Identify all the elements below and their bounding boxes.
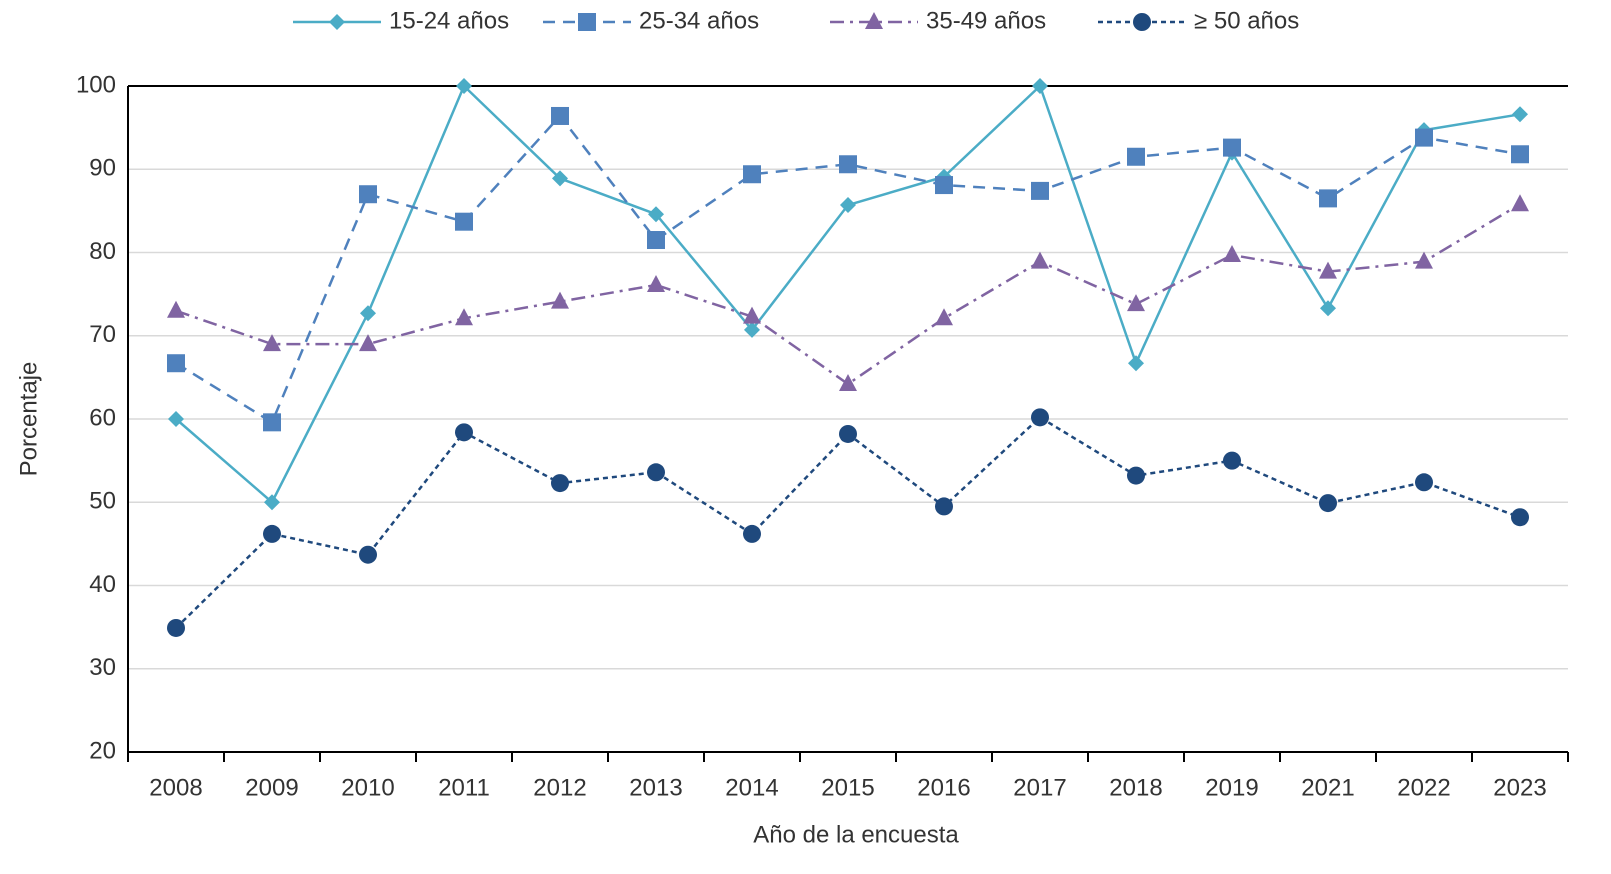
marker	[1415, 473, 1433, 492]
x-tick-label: 2013	[629, 774, 682, 801]
x-tick-label: 2009	[245, 774, 298, 801]
marker	[167, 300, 185, 318]
x-tick-label: 2022	[1397, 774, 1450, 801]
marker	[935, 176, 953, 195]
marker	[167, 354, 185, 373]
marker	[840, 197, 856, 214]
marker	[1320, 300, 1336, 317]
marker	[743, 165, 761, 184]
marker	[1031, 251, 1049, 269]
marker	[743, 306, 761, 324]
marker	[359, 545, 377, 564]
x-tick-label: 2016	[917, 774, 970, 801]
marker	[1512, 106, 1528, 123]
marker	[360, 305, 376, 322]
y-tick-label: 30	[89, 654, 116, 681]
x-tick-label: 2012	[533, 774, 586, 801]
marker	[551, 291, 569, 309]
marker	[1031, 181, 1049, 200]
marker	[359, 185, 377, 204]
legend-marker	[329, 14, 345, 30]
marker	[839, 374, 857, 392]
marker	[168, 411, 184, 427]
x-tick-label: 2023	[1493, 774, 1546, 801]
marker	[648, 206, 664, 223]
marker	[1223, 138, 1241, 157]
x-tick-label: 2018	[1109, 774, 1162, 801]
marker	[1127, 294, 1145, 312]
legend-marker	[865, 12, 883, 29]
x-tick-label: 2014	[725, 774, 778, 801]
marker	[551, 474, 569, 493]
y-tick-label: 80	[89, 238, 116, 265]
marker	[935, 308, 953, 326]
marker	[1127, 466, 1145, 485]
marker	[1032, 78, 1048, 94]
x-tick-label: 2011	[438, 774, 490, 801]
marker	[1511, 194, 1529, 212]
marker	[1319, 494, 1337, 513]
marker	[1511, 508, 1529, 527]
marker	[1415, 128, 1433, 147]
marker	[167, 618, 185, 637]
marker	[1319, 189, 1337, 208]
legend-label: 15-24 años	[389, 7, 509, 34]
marker	[455, 308, 473, 326]
marker	[264, 494, 280, 511]
marker	[551, 106, 569, 125]
legend-label: ≥ 50 años	[1194, 7, 1299, 34]
marker	[839, 424, 857, 443]
legend-label: 35-49 años	[926, 7, 1046, 34]
y-tick-label: 60	[89, 404, 116, 431]
marker	[456, 78, 472, 94]
marker	[1511, 145, 1529, 164]
marker	[744, 321, 760, 338]
legend-label: 25-34 años	[639, 7, 759, 34]
y-tick-label: 20	[89, 737, 116, 764]
x-tick-label: 2010	[341, 774, 394, 801]
marker	[935, 497, 953, 516]
marker	[263, 334, 281, 352]
x-tick-label: 2019	[1205, 774, 1258, 801]
marker	[839, 155, 857, 174]
series-line	[175, 415, 1521, 629]
marker	[1031, 408, 1049, 427]
y-axis-label: Porcentaje	[15, 362, 42, 477]
marker	[1223, 451, 1241, 470]
y-tick-label: 90	[89, 155, 116, 182]
marker	[455, 423, 473, 442]
marker	[263, 524, 281, 543]
y-tick-label: 100	[76, 71, 116, 98]
marker	[647, 463, 665, 482]
x-axis-label: Año de la encuesta	[753, 821, 959, 848]
marker	[743, 524, 761, 543]
marker	[1415, 251, 1433, 269]
x-tick-label: 2017	[1013, 774, 1066, 801]
y-tick-label: 70	[89, 321, 116, 348]
x-tick-label: 2021	[1301, 774, 1354, 801]
marker	[1128, 355, 1144, 372]
marker	[263, 413, 281, 432]
x-tick-label: 2015	[821, 774, 874, 801]
legend-marker	[578, 13, 596, 31]
legend-marker	[1133, 13, 1151, 31]
y-tick-label: 40	[89, 571, 116, 598]
marker	[455, 212, 473, 231]
marker	[1127, 147, 1145, 166]
marker	[552, 170, 568, 187]
x-tick-label: 2008	[149, 774, 202, 801]
marker	[647, 231, 665, 250]
marker	[1223, 244, 1241, 262]
marker	[1319, 261, 1337, 279]
y-tick-label: 50	[89, 488, 116, 515]
marker	[359, 334, 377, 352]
marker	[647, 274, 665, 292]
